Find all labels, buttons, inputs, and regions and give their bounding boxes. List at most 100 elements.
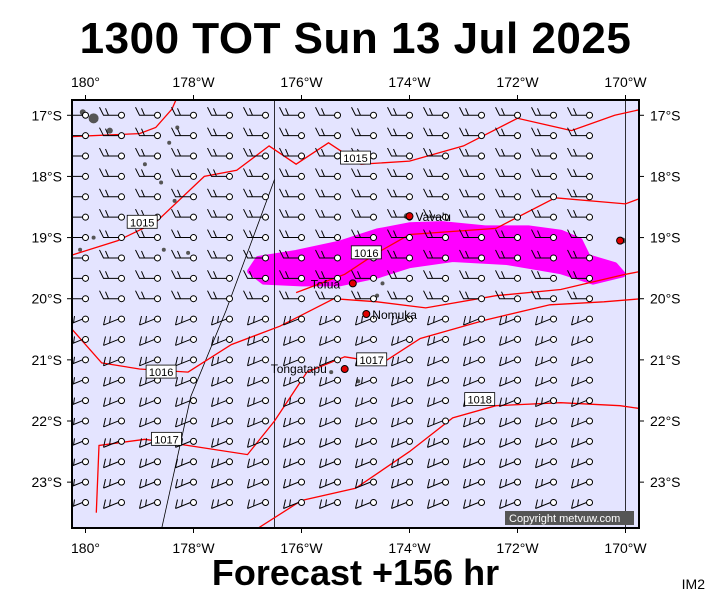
- isobar-label-box: [350, 245, 382, 260]
- wind-barb: [355, 498, 378, 509]
- wind-shaft: [387, 249, 407, 259]
- wind-shaft: [351, 208, 371, 218]
- wind-barb: [171, 107, 198, 119]
- wind-barb: [72, 356, 89, 365]
- wind-barb: [139, 478, 162, 489]
- wind-barb: [315, 147, 342, 160]
- wind-shaft: [171, 188, 191, 198]
- lat-label-right: 23°S: [650, 474, 681, 490]
- wind-barb: [211, 356, 234, 367]
- wind-shaft: [207, 168, 227, 177]
- wind-barb: [567, 270, 594, 282]
- wind-shaft: [211, 356, 227, 367]
- wind-station-icon: [478, 458, 486, 466]
- wind-station-icon: [226, 376, 234, 384]
- wind-barb: [103, 478, 126, 489]
- wind-station-icon: [370, 498, 378, 506]
- wind-shaft: [531, 229, 551, 239]
- wind-shaft: [175, 499, 191, 509]
- wind-shaft: [571, 377, 587, 387]
- wind-station-icon: [262, 397, 270, 405]
- wind-barb: [72, 152, 89, 160]
- wind-barb: [535, 478, 558, 489]
- wind-station-icon: [370, 111, 378, 119]
- wind-barb: [135, 188, 162, 201]
- wind-shaft: [135, 127, 155, 137]
- wind-station-icon: [118, 234, 126, 242]
- wind-station-icon: [586, 193, 594, 201]
- wind-barb: [283, 315, 306, 326]
- wind-barb: [175, 498, 198, 509]
- isobar-label-text: 1015: [343, 153, 367, 165]
- wind-barb: [535, 397, 558, 408]
- wind-station-icon: [190, 152, 198, 160]
- wind-barb: [279, 270, 306, 282]
- wind-station-icon: [154, 254, 162, 262]
- wind-shaft: [283, 377, 299, 387]
- wind-barb: [103, 417, 126, 428]
- wind-station-icon: [298, 172, 306, 180]
- isobar-label: 1015: [126, 214, 158, 229]
- wind-barb: [495, 249, 522, 262]
- wind-shaft: [319, 478, 335, 489]
- wind-station-icon: [334, 315, 342, 323]
- lat-label-left: 20°S: [31, 291, 62, 307]
- wind-barb: [567, 127, 594, 140]
- wind-barb: [495, 168, 522, 180]
- wind-barb: [427, 417, 450, 428]
- wind-station-icon: [118, 172, 126, 180]
- isobar-label-box: [464, 392, 496, 407]
- wind-barb: [243, 229, 270, 242]
- wind-shaft: [243, 127, 263, 137]
- wind-barb: [72, 417, 89, 426]
- wind-barb: [459, 147, 486, 160]
- wind-barb: [315, 249, 342, 262]
- wind-shaft: [283, 356, 299, 367]
- wind-station-icon: [514, 193, 522, 201]
- wind-station-icon: [118, 458, 126, 466]
- wind-station-icon: [298, 417, 306, 425]
- wind-barb: [571, 478, 594, 489]
- wind-station-icon: [550, 193, 558, 201]
- wind-station-icon: [118, 132, 126, 140]
- wind-station-icon: [262, 458, 270, 466]
- wind-barb: [499, 458, 522, 469]
- wind-shaft: [387, 188, 407, 198]
- wind-station-icon: [586, 295, 594, 303]
- wind-station-icon: [442, 417, 450, 425]
- wind-shaft: [243, 168, 263, 177]
- wind-barb: [355, 397, 378, 408]
- wind-shaft: [139, 499, 155, 509]
- wind-station-icon: [406, 152, 414, 160]
- wind-shaft: [567, 270, 587, 279]
- wind-shaft: [459, 290, 479, 300]
- wind-station-icon: [262, 295, 270, 303]
- wind-barb: [99, 168, 126, 180]
- isobar-label-text: 1018: [467, 395, 491, 407]
- wind-station-icon: [478, 111, 486, 119]
- wind-barb: [571, 376, 594, 387]
- wind-barb: [495, 107, 522, 119]
- wind-barb: [72, 437, 89, 447]
- wind-shaft: [283, 458, 299, 469]
- wind-barb: [567, 249, 594, 262]
- wind-station-icon: [190, 478, 198, 486]
- wind-station-icon: [514, 172, 522, 180]
- wind-barb: [103, 356, 126, 367]
- wind-barb: [387, 127, 414, 140]
- wind-station-icon: [262, 254, 270, 262]
- wind-shaft: [135, 168, 155, 177]
- wind-station-icon: [118, 417, 126, 425]
- wind-barb: [391, 478, 414, 489]
- wind-station-icon: [262, 193, 270, 201]
- wind-barb: [171, 208, 198, 221]
- wind-barb: [355, 478, 378, 489]
- isobar-line: [72, 109, 639, 256]
- wind-station-icon: [514, 356, 522, 364]
- wind-shaft: [459, 188, 479, 198]
- wind-station-icon: [514, 152, 522, 160]
- page-title: 1300 TOT Sun 13 Jul 2025: [79, 14, 632, 63]
- wind-barb: [531, 270, 558, 282]
- wind-barb: [387, 290, 414, 303]
- wind-shaft: [211, 438, 227, 448]
